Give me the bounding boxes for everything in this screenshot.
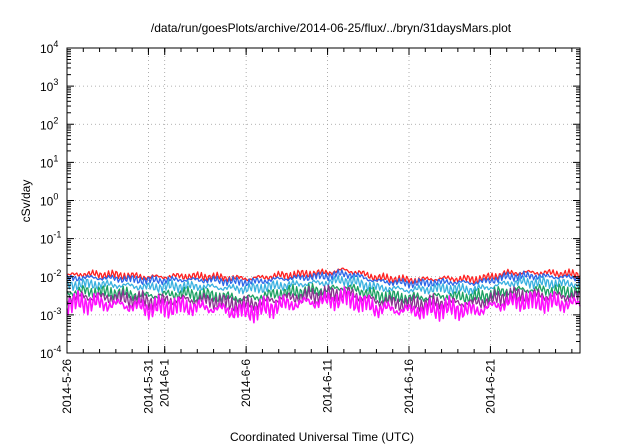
x-tick-label: 2014-6-16 (402, 359, 416, 414)
y-tick-label: 10-2 (40, 268, 61, 285)
x-tick-label: 2014-6-11 (321, 359, 335, 413)
y-tick-label: 10-4 (40, 344, 61, 361)
x-tick-labels: 2014-5-26 2014-5-31 2014-6-1 2014-6-6 2014-6… (60, 359, 497, 414)
y-tick-label: 100 (40, 192, 58, 209)
x-tick-label: 2014-6-6 (239, 359, 253, 407)
y-axis-label: cSv/day (19, 180, 33, 223)
series-line-blue (66, 268, 581, 289)
series-group (66, 267, 581, 324)
y-tick-label: 104 (40, 39, 58, 56)
series-line-red (66, 267, 581, 285)
series-line-magenta (66, 286, 581, 324)
x-tick-label: 2014-6-1 (158, 359, 172, 407)
series-line-cyan (66, 274, 581, 296)
y-tick-label: 101 (40, 153, 58, 170)
y-tick-label: 10-3 (40, 306, 61, 323)
y-tick-label: 10-1 (40, 230, 61, 247)
axis-ticks (66, 47, 580, 354)
y-tick-label: 103 (40, 77, 58, 94)
chart-title: /data/run/goesPlots/archive/2014-06-25/f… (151, 21, 512, 35)
x-axis-label: Coordinated Universal Time (UTC) (230, 430, 414, 444)
y-tick-label: 102 (40, 115, 58, 132)
x-tick-label: 2014-5-26 (60, 359, 74, 414)
x-tick-label: 2014-5-31 (141, 359, 155, 414)
y-tick-labels: 10-4 10-3 10-2 10-1 100 101 102 103 104 (40, 39, 61, 361)
x-tick-label: 2014-6-21 (483, 359, 497, 414)
